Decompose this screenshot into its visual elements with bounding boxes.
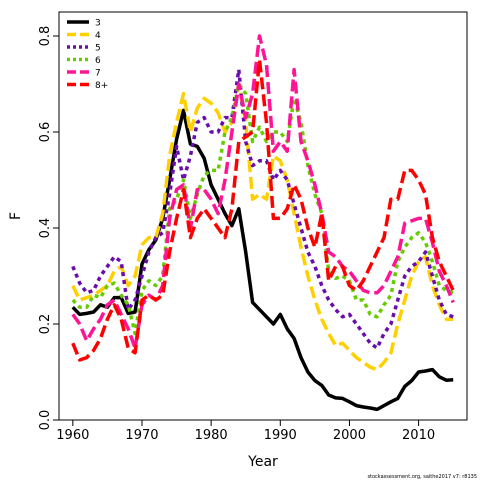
- legend-label: 6: [95, 56, 101, 66]
- y-axis: 0.0 0.2 0.4 0.6 0.8: [38, 26, 59, 431]
- legend-label: 3: [95, 19, 101, 29]
- x-tick-label: 1990: [264, 428, 297, 443]
- series-line-5: [71, 67, 454, 350]
- x-tick-label: 2010: [402, 428, 435, 443]
- x-tick-label: 1970: [125, 428, 158, 443]
- series-line-8plus: [71, 58, 455, 362]
- series-line-6: [71, 82, 454, 336]
- y-tick-label: 0.0: [38, 410, 53, 431]
- y-tick-label: 0.6: [38, 122, 53, 143]
- y-tick-label: 0.4: [38, 218, 53, 239]
- x-tick-label: 1960: [56, 428, 89, 443]
- x-tick-label: 2000: [333, 428, 366, 443]
- y-axis-label: F: [8, 212, 24, 220]
- legend-label: 8+: [95, 81, 108, 91]
- credit-text: stockassessment.org, saithe2017 v7: r813…: [367, 474, 477, 480]
- x-tick-label: 1980: [195, 428, 228, 443]
- series-lines: [71, 34, 455, 412]
- series-line-3: [71, 108, 454, 412]
- legend: 3 4 5 6 7 8+: [67, 19, 108, 91]
- legend-label: 5: [95, 44, 101, 54]
- legend-label: 7: [95, 69, 101, 79]
- series-line-4: [71, 82, 454, 372]
- series-line-7: [71, 34, 455, 350]
- y-tick-label: 0.8: [38, 26, 53, 47]
- x-axis: 1960 1970 1980 1990 2000 2010: [56, 420, 435, 443]
- legend-label: 4: [95, 31, 101, 41]
- x-axis-label: Year: [247, 454, 278, 470]
- y-tick-label: 0.2: [38, 314, 53, 335]
- plot-frame: [58, 11, 468, 421]
